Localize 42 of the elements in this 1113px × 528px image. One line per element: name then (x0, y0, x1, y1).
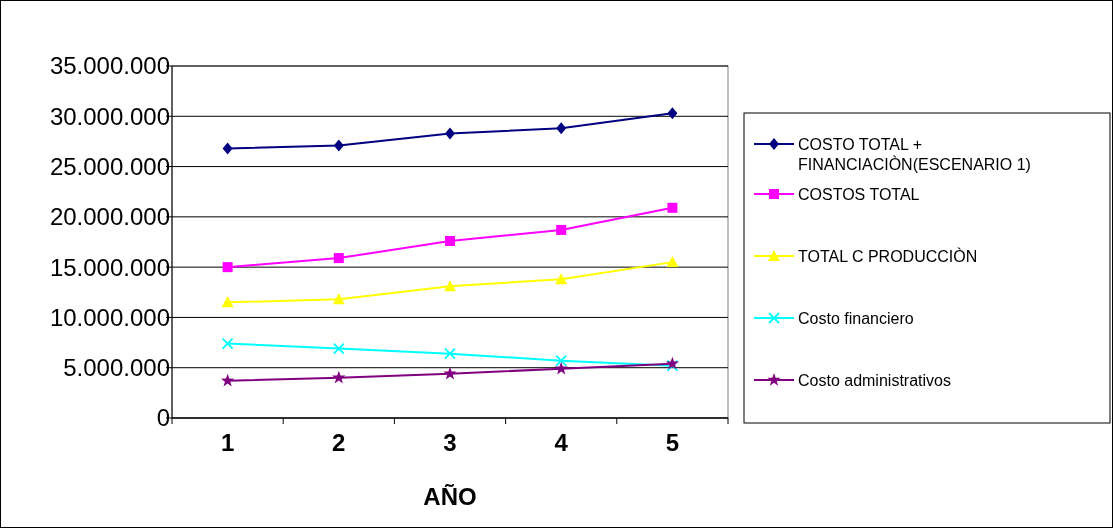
y-tick-label: 0 (156, 404, 170, 432)
point (444, 347, 456, 360)
legend-label: COSTO TOTAL + FINANCIACIÒN(ESCENARIO 1) (798, 135, 1031, 173)
x-tick-label: 4 (554, 429, 569, 456)
x-tick-label: 1 (220, 429, 235, 456)
x-axis-title: AÑO (423, 483, 477, 510)
point (221, 337, 234, 350)
y-tick-label: 15.000.000 (49, 253, 170, 281)
point (666, 256, 679, 268)
x-tick-label: 5 (665, 429, 680, 456)
point (220, 373, 235, 387)
point (667, 202, 678, 213)
point (445, 127, 455, 140)
point (221, 296, 234, 308)
point (556, 122, 567, 135)
point (554, 361, 568, 375)
point (444, 280, 456, 292)
y-tick-label: 30.000.000 (49, 102, 170, 130)
y-tick-label: 35.000.000 (49, 52, 170, 80)
point (667, 107, 678, 120)
legend-label: Costo financiero (798, 309, 914, 327)
y-tick-label: 25.000.000 (49, 152, 170, 180)
y-tick-label: 20.000.000 (49, 203, 170, 231)
legend-label: COSTOS TOTAL (798, 185, 920, 203)
x-tick-label: 2 (332, 429, 346, 456)
point (222, 262, 233, 273)
point (222, 142, 233, 155)
point (332, 370, 346, 384)
point (555, 354, 568, 367)
point (556, 224, 567, 235)
x-tick-label: 3 (443, 429, 457, 456)
y-tick-label: 10.000.000 (49, 303, 170, 331)
point (333, 139, 344, 152)
point (333, 253, 344, 264)
point (332, 293, 345, 305)
y-tick-label: 5.000.000 (63, 354, 170, 382)
legend-label: Costo administrativos (798, 371, 951, 389)
legend-label: TOTAL C PRODUCCIÒN (798, 246, 978, 265)
point (443, 366, 457, 380)
point (555, 273, 568, 285)
point (445, 235, 455, 246)
point (332, 342, 345, 355)
